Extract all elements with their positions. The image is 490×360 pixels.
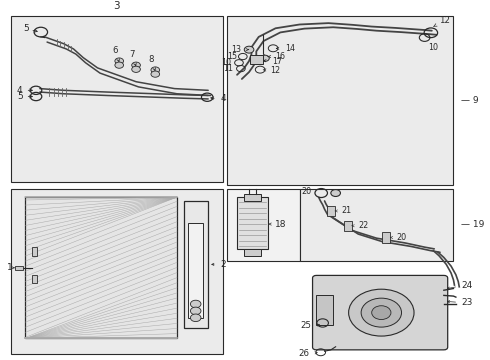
Text: 23: 23 [462,298,473,307]
Circle shape [151,71,160,77]
Text: 5: 5 [24,24,29,33]
Text: 10: 10 [428,43,438,52]
Text: 5: 5 [17,92,23,101]
Bar [244,194,261,201]
Text: 13: 13 [231,45,241,54]
Bar [344,221,351,231]
Text: 12: 12 [434,16,450,26]
Circle shape [191,314,201,321]
Text: 15: 15 [227,52,237,61]
Circle shape [151,67,160,73]
Circle shape [261,55,270,61]
Text: 1: 1 [7,263,13,272]
Text: 24: 24 [462,281,473,290]
FancyBboxPatch shape [313,275,448,350]
Text: 4: 4 [17,86,23,95]
Bar [32,275,37,283]
Text: 20: 20 [301,188,312,197]
Text: 14: 14 [285,44,295,53]
Text: — 9: — 9 [461,96,478,105]
Bar [244,249,261,256]
Text: 4: 4 [220,94,226,103]
Text: 21: 21 [342,206,351,215]
Circle shape [372,306,391,320]
Circle shape [348,289,414,336]
Circle shape [331,190,341,197]
Bar [15,266,23,270]
Text: — 19: — 19 [461,220,484,229]
Text: 26: 26 [298,349,309,358]
Text: 3: 3 [114,1,120,11]
Bar [11,16,222,182]
Bar [317,296,333,325]
Bar [237,197,269,249]
Text: 20: 20 [397,233,407,242]
Text: 12: 12 [270,66,280,75]
Text: 25: 25 [300,321,312,330]
Bar [227,189,299,261]
Text: 11: 11 [223,64,233,73]
Circle shape [115,58,123,64]
Circle shape [244,46,254,53]
Text: 18: 18 [274,220,286,229]
Text: 17: 17 [271,57,282,66]
Text: 7: 7 [129,50,136,66]
Text: 22: 22 [358,221,368,230]
Bar [299,189,453,261]
Text: 2: 2 [220,260,226,269]
Text: 10: 10 [221,58,231,67]
Circle shape [191,307,201,315]
Circle shape [361,298,401,327]
Text: 16: 16 [275,52,286,61]
Bar [382,232,390,243]
Bar [11,189,222,354]
Bar [32,247,37,256]
Bar [188,223,203,318]
Text: 8: 8 [148,55,155,71]
Circle shape [132,66,140,72]
Text: 6: 6 [113,46,120,62]
Bar [227,16,453,185]
Bar [249,55,263,64]
Circle shape [191,300,201,308]
Circle shape [132,62,140,68]
Bar [25,197,177,338]
Bar [184,201,208,328]
Circle shape [115,62,123,68]
Bar [327,206,335,216]
